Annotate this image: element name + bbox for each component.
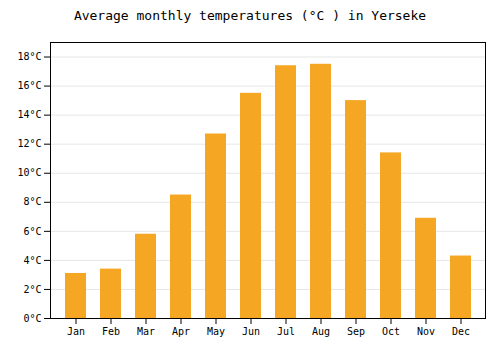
svg-text:Dec: Dec: [452, 326, 470, 337]
svg-text:Jun: Jun: [242, 326, 260, 337]
svg-text:Apr: Apr: [172, 326, 190, 337]
svg-text:0°C: 0°C: [23, 313, 41, 324]
svg-text:2°C: 2°C: [23, 284, 41, 295]
svg-text:14°C: 14°C: [17, 109, 41, 120]
svg-text:18°C: 18°C: [17, 51, 41, 62]
svg-text:4°C: 4°C: [23, 255, 41, 266]
svg-text:16°C: 16°C: [17, 80, 41, 91]
svg-text:10°C: 10°C: [17, 167, 41, 178]
svg-text:Feb: Feb: [102, 326, 120, 337]
svg-text:Jan: Jan: [67, 326, 85, 337]
html-text:Average monthly temperatures (: Average monthly temperatures (°C ) in Ye…: [73, 8, 427, 23]
svg-text:Aug: Aug: [312, 326, 330, 337]
svg-text:Jul: Jul: [277, 326, 295, 337]
svg-text:Sep: Sep: [347, 326, 365, 337]
svg-text:Oct: Oct: [382, 326, 400, 337]
svg-text:6°C: 6°C: [23, 226, 41, 237]
svg-text:Mar: Mar: [137, 326, 155, 337]
svg-text:12°C: 12°C: [17, 138, 41, 149]
svg-text:8°C: 8°C: [23, 196, 41, 207]
svg-text:Nov: Nov: [417, 326, 435, 337]
svg-text:May: May: [207, 326, 225, 337]
